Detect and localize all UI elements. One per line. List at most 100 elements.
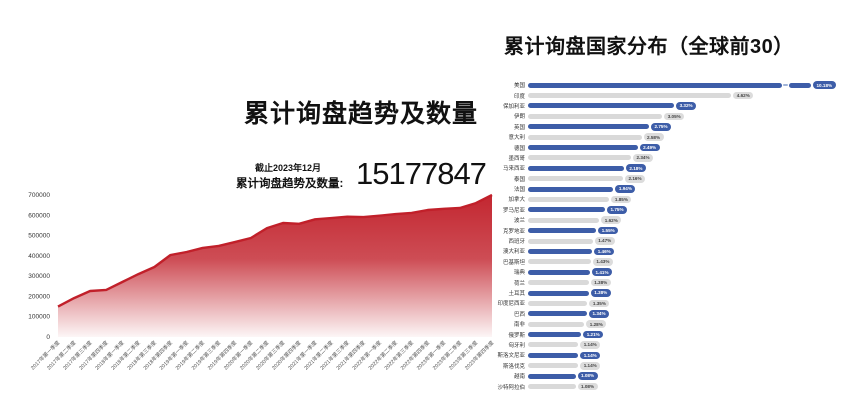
bar [528,186,614,192]
percent-badge: 1.75% [607,206,628,214]
bar-row: 泰国 2.16% [490,174,852,184]
bar-row: 英国 2.75% [490,122,852,132]
bar [528,196,610,202]
bar [528,363,579,369]
total-count-value: 15177847 [356,156,487,191]
country-label: 匈牙利 [508,342,525,349]
percent-badge: 2.16% [625,174,646,183]
bar-track: 2.75% [528,122,852,132]
country-label: 澳大利亚 [502,249,525,256]
bar-row: 伊朗 3.05% [490,111,852,121]
bar [528,259,591,265]
bar-track: 1.47% [528,236,852,246]
bar-row: 南非 1.28% [490,319,852,329]
country-label: 荷兰 [513,280,525,287]
y-axis-tick: 100000 [28,314,50,321]
total-count-label: 累计询盘趋势及数量: [236,178,344,190]
percent-badge: 10.18% [813,81,836,90]
axis-break-icon [782,83,789,88]
bar-track: 2.58% [528,132,852,142]
percent-badge: 2.18% [625,164,646,173]
country-label: 印度 [513,93,525,100]
bar-track: 1.28% [528,319,852,329]
bar-track: 1.85% [528,194,852,204]
percent-badge: 4.62% [733,91,754,100]
country-label: 保加利亚 [502,103,525,110]
bar-row: 澳大利亚 1.46% [490,246,852,256]
bar-track: 1.14% [528,361,852,371]
country-label: 越南 [513,374,525,381]
bar [528,280,589,286]
bar-track: 1.34% [528,309,852,319]
bar [528,321,585,327]
country-label: 斯洛伐克 [502,363,525,370]
percent-badge: 1.43% [592,258,613,266]
bar-row: 印度尼西亚 1.35% [490,298,852,308]
bar [528,248,593,254]
country-chart-title: 累计询盘国家分布（全球前30） [504,36,794,58]
bar-track: 2.34% [528,153,852,163]
bar-row: 越南 1.08% [490,371,852,381]
bar-row: 荷兰 1.38% [490,277,852,287]
bar-track: 1.46% [528,246,852,256]
percent-badge: 1.14% [580,361,601,370]
percent-badge: 1.14% [580,351,601,360]
bar [528,311,587,317]
area-line [57,193,493,308]
country-label: 俄罗斯 [508,332,525,339]
bar-track: 1.38% [528,277,852,287]
bar-row: 沙特阿拉伯 1.08% [490,381,852,391]
bar-track: 1.35% [528,298,852,308]
country-label: 土耳其 [508,291,525,297]
percent-badge: 1.35% [589,299,610,308]
y-axis-tick: 600000 [28,212,50,219]
bar-row: 印度 4.62% [490,90,852,100]
country-label: 伊朗 [513,114,525,121]
bar-track: 1.43% [528,257,852,267]
percent-badge: 1.08% [577,382,598,391]
country-label: 法国 [513,187,525,194]
y-axis-tick: 700000 [28,192,50,199]
bar-track: 1.55% [528,225,852,235]
bar-track: 1.08% [528,381,852,391]
bar [528,290,589,296]
percent-badge: 3.32% [676,102,697,110]
country-label: 巴基斯坦 [502,259,525,266]
bar-track: 1.14% [528,350,852,360]
percent-badge: 1.47% [594,237,615,245]
bar-track: 1.14% [528,340,852,350]
country-label: 英国 [513,124,525,131]
country-label: 巴西 [513,311,525,318]
bar-track: 4.62% [528,90,852,100]
country-label: 泰国 [513,176,525,183]
country-chart-panel: 累计询盘国家分布（全球前30） 美国 10.18% 印度 4.62% 保加利亚 3.32%… [490,0,852,411]
bar-row: 罗马尼亚 1.75% [490,205,852,215]
bar-track: 2.49% [528,142,852,152]
y-axis-tick: 300000 [28,273,50,280]
bar [528,269,590,275]
bar [528,165,624,171]
bar [528,113,663,119]
country-label: 德国 [513,145,525,152]
country-label: 意大利 [508,135,525,142]
bar-row: 加拿大 1.85% [490,194,852,204]
bar-track: 10.18% [528,80,852,90]
bar-row: 西班牙 1.47% [490,236,852,246]
bar-track: 1.62% [528,215,852,225]
y-axis-tick: 400000 [28,253,50,260]
percent-badge: 1.46% [594,247,615,256]
bar [528,332,582,338]
bar-row: 斯洛伐克 1.14% [490,361,852,371]
country-label: 印度尼西亚 [497,301,525,308]
percent-badge: 1.62% [601,216,622,225]
bar [528,300,588,306]
bar-row: 波兰 1.62% [490,215,852,225]
bar [528,176,623,182]
bar [528,373,576,379]
bar-row: 马来西亚 2.18% [490,163,852,173]
bar-row: 法国 1.94% [490,184,852,194]
y-axis-tick: 0 [46,334,50,341]
bar-track: 1.94% [528,184,852,194]
percent-badge: 1.41% [592,268,613,277]
bar-track: 1.08% [528,371,852,381]
